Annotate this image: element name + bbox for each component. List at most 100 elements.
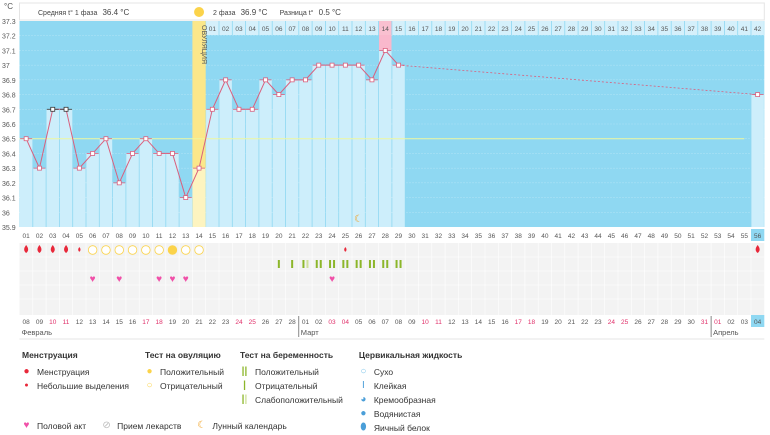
legend-title: Тест на беременность xyxy=(239,350,334,360)
pregnancy-test-negative-icon xyxy=(277,260,280,268)
temperature-point xyxy=(37,165,42,171)
post-ovulation-day-label: 09 xyxy=(315,26,323,33)
cycle-day-label: 49 xyxy=(661,233,669,240)
date-label: 19 xyxy=(169,319,177,326)
date-label: 23 xyxy=(594,319,602,326)
temperature-bar xyxy=(126,153,139,227)
post-ovulation-day-cell xyxy=(485,21,498,35)
post-ovulation-day-label: 22 xyxy=(488,26,496,33)
legend-label: Кремообразная xyxy=(373,395,436,405)
blood-drop-icon: ● xyxy=(23,366,30,377)
axis-tick: 35.9 xyxy=(2,225,16,232)
menstruation-drop-icon xyxy=(24,245,29,253)
heart-icon: ♥ xyxy=(329,274,335,285)
date-label: 16 xyxy=(129,319,137,326)
legend-label: Клейкая xyxy=(373,381,407,391)
post-ovulation-day-label: 35 xyxy=(661,26,669,33)
sun-icon xyxy=(194,7,205,17)
cycle-day-label: 17 xyxy=(235,233,243,240)
filled-circle-icon: ● xyxy=(146,366,153,377)
cycle-day-label: 38 xyxy=(515,233,523,240)
date-label: 04 xyxy=(754,319,762,326)
post-ovulation-day-label: 33 xyxy=(634,26,642,33)
post-ovulation-day-label: 42 xyxy=(754,26,762,33)
date-label: 31 xyxy=(701,319,709,326)
post-ovulation-day-cell xyxy=(339,21,352,35)
date-label: 27 xyxy=(275,319,283,326)
post-ovulation-day-cell xyxy=(498,21,512,35)
heart-icon: ♥ xyxy=(156,274,162,285)
today-cell xyxy=(751,229,765,241)
temperature-point xyxy=(316,62,322,68)
axis-tick: 36.5 xyxy=(2,137,16,144)
date-label: 11 xyxy=(435,319,442,326)
date-label: 02 xyxy=(727,319,735,326)
cycle-day-label: 56 xyxy=(754,233,762,240)
ovulation-test-negative-icon xyxy=(101,245,111,255)
dry-icon: ○ xyxy=(360,366,367,377)
post-ovulation-day-cell xyxy=(418,21,432,35)
date-label: 01 xyxy=(302,319,310,326)
cycle-day-label: 44 xyxy=(594,233,602,240)
axis-tick: 36.9 xyxy=(2,78,16,85)
legend-title: Менструация xyxy=(22,350,78,360)
post-ovulation-day-label: 38 xyxy=(701,26,709,33)
cycle-day-label: 24 xyxy=(328,233,336,240)
month-label: Март xyxy=(301,328,320,337)
post-ovulation-day-label: 34 xyxy=(648,26,656,33)
sticky-icon: I xyxy=(361,380,365,391)
post-ovulation-day-label: 28 xyxy=(568,26,576,33)
cycle-day-label: 26 xyxy=(355,233,363,240)
cycle-day-label: 06 xyxy=(89,233,97,240)
axis-tick: 36.1 xyxy=(2,196,16,203)
temperature-point xyxy=(289,77,295,83)
date-label: 02 xyxy=(315,319,323,326)
date-label: 12 xyxy=(448,319,456,326)
temperature-bar xyxy=(325,65,339,228)
post-ovulation-day-label: 20 xyxy=(461,26,469,33)
phase1-value: 36.4 °C xyxy=(102,8,129,17)
date-label: 28 xyxy=(661,319,669,326)
pregnancy-test-icon xyxy=(315,260,318,268)
temperature-point xyxy=(223,77,229,83)
post-ovulation-day-label: 12 xyxy=(355,26,363,33)
post-ovulation-day-label: 25 xyxy=(528,26,536,33)
temperature-point xyxy=(249,106,255,112)
cycle-day-label: 16 xyxy=(222,233,230,240)
date-label: 17 xyxy=(515,319,523,326)
pill-icon: ⊘ xyxy=(102,420,111,431)
cycle-day-label: 43 xyxy=(581,233,589,240)
temperature-bar xyxy=(33,168,46,227)
date-label: 21 xyxy=(568,319,576,326)
post-ovulation-day-cell xyxy=(631,21,645,35)
date-label: 13 xyxy=(461,319,469,326)
cycle-day-label: 22 xyxy=(302,233,310,240)
temperature-bar xyxy=(751,94,764,227)
cycle-day-label: 55 xyxy=(741,233,749,240)
post-ovulation-day-cell xyxy=(206,21,219,35)
post-ovulation-day-cell xyxy=(299,21,312,35)
post-ovulation-day-label: 15 xyxy=(395,26,403,33)
date-label: 27 xyxy=(648,319,656,326)
cycle-day-label: 32 xyxy=(435,233,443,240)
date-label: 01 xyxy=(714,319,722,326)
legend-label: Небольшие выделения xyxy=(37,381,129,391)
legend-label: Сухо xyxy=(373,367,394,377)
date-label: 29 xyxy=(674,319,682,326)
temperature-bar xyxy=(166,153,179,227)
menstruation-drop-icon xyxy=(755,245,760,253)
pregnancy-test-negative-icon xyxy=(291,260,294,268)
post-ovulation-day-label: 41 xyxy=(741,26,749,33)
post-ovulation-day-cell xyxy=(445,21,458,35)
cycle-day-label: 42 xyxy=(568,233,576,240)
date-label: 11 xyxy=(63,319,70,326)
pregnancy-test-positive-icon xyxy=(372,260,375,268)
ovulation-label: ОВУЛЯЦИЯ xyxy=(200,25,207,64)
highlight-cell xyxy=(379,35,392,51)
creamy-icon: ◕ xyxy=(360,394,367,405)
date-label: 20 xyxy=(555,319,563,326)
axis-tick: 37 xyxy=(2,63,10,70)
post-ovulation-day-label: 03 xyxy=(235,26,243,33)
cycle-day-label: 35 xyxy=(475,233,483,240)
post-ovulation-day-cell xyxy=(645,21,658,35)
